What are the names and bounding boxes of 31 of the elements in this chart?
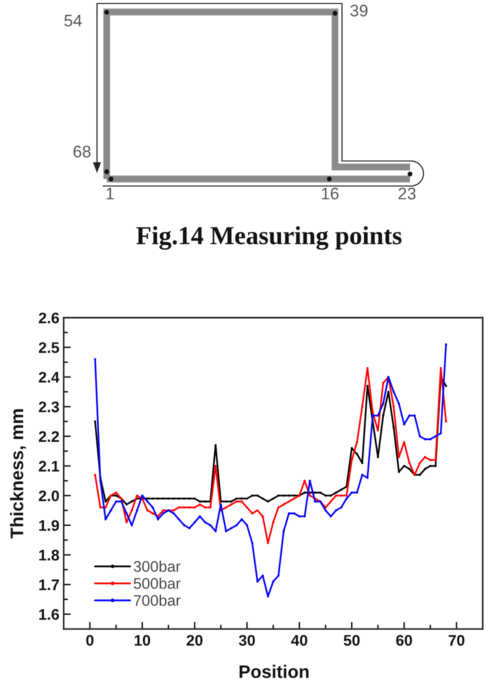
- y-tick-label: 1.6: [39, 609, 59, 620]
- text: 39: [350, 4, 368, 16]
- y-tick-label: 2.4: [38, 372, 60, 383]
- text: 23: [398, 188, 416, 200]
- legend-label: 300bar: [134, 560, 180, 572]
- y-tick-label: 1.8: [39, 550, 60, 561]
- y-tick-label: 2.6: [38, 312, 59, 324]
- x-axis-title: Position: [240, 664, 309, 678]
- text: 54: [64, 14, 82, 26]
- y-tick-label: 1.9: [39, 520, 59, 531]
- legend-label: 700bar: [134, 594, 180, 606]
- y-tick-label: 2.5: [38, 342, 60, 354]
- legend-label: 500bar: [134, 578, 180, 589]
- x-tick-label: 70: [448, 634, 464, 646]
- x-tick-label: 40: [291, 634, 308, 646]
- text: 68: [74, 146, 91, 158]
- text: 1: [106, 188, 114, 200]
- y-tick-label: 1.7: [39, 580, 59, 590]
- x-tick-label: 50: [344, 634, 360, 646]
- y-tick-label: 2.1: [38, 460, 60, 472]
- x-tick-label: 10: [134, 634, 150, 646]
- text: 16: [322, 188, 339, 200]
- x-tick-label: 60: [396, 634, 412, 646]
- x-tick-label: 20: [186, 634, 203, 646]
- x-tick-label: 30: [238, 634, 255, 646]
- x-tick-label: 0: [86, 634, 94, 646]
- text: Fig.14 Measuring points: [136, 226, 402, 250]
- y-axis-title: Thickness, mm: [10, 409, 26, 538]
- y-tick-label: 2.0: [38, 490, 59, 502]
- y-tick-label: 2.2: [38, 431, 59, 442]
- y-tick-label: 2.3: [38, 402, 59, 412]
